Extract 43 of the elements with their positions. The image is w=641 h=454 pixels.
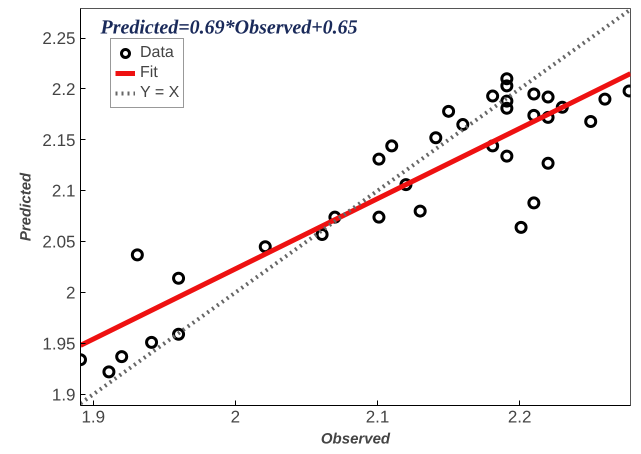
x-tick-label: 2.2 (508, 408, 532, 426)
legend-label: Y = X (140, 84, 180, 102)
point (429, 131, 442, 144)
point (172, 272, 186, 285)
y-axis-title: Predicted (17, 172, 34, 242)
point (442, 104, 456, 118)
point (102, 365, 116, 378)
y-tick-label: 2.2 (52, 80, 76, 99)
point (316, 228, 329, 241)
point (414, 204, 427, 218)
legend-label: Data (140, 44, 174, 62)
y-tick-label: 2.25 (42, 29, 76, 48)
y-tick-label: 2.05 (42, 232, 76, 252)
point (542, 90, 555, 104)
point (486, 90, 500, 103)
point (500, 150, 514, 163)
point (500, 94, 514, 108)
x-tick-label: 1.9 (81, 408, 106, 426)
y-tick-label: 2.1 (52, 182, 76, 201)
point (385, 139, 398, 152)
point (584, 115, 598, 128)
y-tick-label: 1.95 (42, 334, 76, 354)
x-axis-title: Observed (320, 430, 391, 448)
point (500, 102, 514, 115)
point (372, 152, 386, 166)
point (130, 248, 144, 262)
point (598, 92, 612, 106)
point (542, 156, 555, 170)
point (500, 72, 514, 86)
chart-title: Predicted=0.69*Observed+0.65 (100, 16, 358, 38)
point (372, 210, 386, 224)
point (115, 350, 128, 364)
x-tick-label: 2.1 (366, 408, 390, 426)
y-tick-label: 1.9 (52, 385, 76, 404)
y-tick-label: 2 (66, 284, 76, 303)
legend-label: Fit (140, 64, 159, 82)
x-tick-label: 2 (230, 408, 240, 426)
point (145, 336, 158, 349)
point (527, 196, 540, 210)
point (514, 220, 528, 234)
y-tick-label: 2.15 (42, 130, 76, 150)
point (527, 88, 540, 100)
point (500, 79, 514, 92)
